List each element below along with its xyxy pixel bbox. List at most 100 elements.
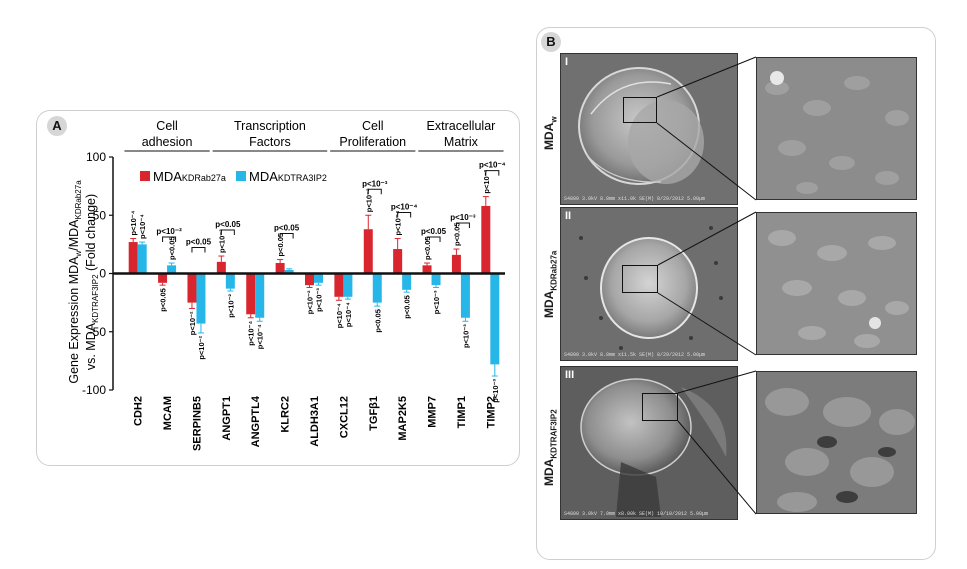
pvalue-label: p<10⁻⁴ (344, 302, 353, 327)
bracket-pvalue: p<10⁻² (156, 227, 182, 236)
significance-bracket (397, 212, 412, 218)
group-label-line1: Extracellular (427, 119, 496, 133)
bar-2-MMP7 (431, 273, 441, 286)
bar-1-TIMP2 (481, 205, 491, 274)
pvalue-label: p<0.05 (168, 236, 177, 260)
pvalue-label: p<0.05 (373, 309, 382, 333)
pvalue-label: p<10⁻² (197, 335, 206, 359)
sem-image-1: I S4800 3.0kV 8.8mm x11.0k SE(M) 8/29/20… (560, 53, 738, 205)
pvalue-label: p<10⁻² (188, 311, 197, 335)
y-tick-label: -50 (89, 325, 107, 339)
sem-zoom-texture-2 (757, 213, 916, 354)
row-label-3-sub: KDTRAF3IP2 (549, 409, 559, 459)
bar-2-MCAM (167, 265, 177, 274)
pvalue-label: p<10⁻² (482, 169, 491, 193)
pvalue-label: p<10⁻⁴ (256, 324, 265, 349)
pvalue-label: p<10⁻² (226, 293, 235, 317)
group-label-line1: Transcription (234, 119, 306, 133)
pvalue-label: p<10⁻³ (432, 290, 441, 314)
category-label: CXCL12 (338, 396, 350, 438)
bar-2-TIMP1 (460, 273, 470, 318)
sem-scale-3: S4800 3.0kV 7.9mm x8.00k SE(M) 10/10/201… (564, 511, 709, 517)
group-label-line2: Proliferation (339, 135, 406, 149)
category-label: KLRC2 (280, 396, 292, 433)
sem-zoom-1 (756, 57, 917, 200)
row-label-1-main: MDA (542, 122, 556, 150)
legend-swatch-series1 (140, 171, 150, 181)
bar-1-ANGPTL4 (246, 273, 256, 315)
bar-2-TGFβ1 (372, 273, 382, 303)
sem-texture-1 (578, 67, 704, 185)
row-label-2: MDAKDRab27a (542, 251, 558, 318)
bar-1-ANGPT1 (216, 261, 226, 274)
y-tick-label: 100 (86, 150, 106, 164)
bar-1-TGFβ1 (363, 229, 373, 274)
bar-1-SERPINB5 (187, 273, 197, 303)
sem-scale-2: S4800 3.0kV 8.8mm x11.5k SE(M) 8/29/2012… (564, 352, 706, 358)
panel-a-badge: A (47, 116, 67, 136)
bar-2-MAP2K5 (402, 273, 412, 290)
zoom-box-1 (623, 97, 657, 123)
sem-texture-3 (580, 378, 727, 517)
bar-2-CDH2 (137, 244, 147, 274)
sem-roman-2: II (565, 210, 572, 222)
bar-1-CXCL12 (334, 273, 344, 297)
bar-1-CDH2 (128, 242, 138, 274)
significance-bracket (455, 222, 470, 229)
y-tick-label: -100 (82, 383, 106, 397)
sem-zoom-3 (756, 371, 917, 514)
zoom-box-2 (622, 265, 658, 293)
bar-2-ANGPTL4 (255, 273, 265, 318)
bar-2-KLRC2 (284, 270, 294, 274)
category-label: SERPINB5 (191, 396, 203, 451)
bar-1-KLRC2 (275, 263, 285, 274)
bar-1-ALDH3A1 (305, 273, 314, 286)
sem-zoom-texture-1 (757, 58, 916, 199)
bracket-pvalue: p<10⁻³ (362, 179, 388, 188)
category-label: ANGPTL4 (250, 395, 262, 447)
sem-texture-2 (579, 226, 723, 350)
bracket-pvalue: p<0.05 (274, 224, 300, 233)
pvalue-label: p<0.05 (452, 222, 461, 246)
group-label-line1: Cell (156, 119, 178, 133)
row-label-3-main: MDA (542, 458, 556, 486)
sem-zoom-texture-3 (757, 372, 916, 513)
category-label: ANGPT1 (221, 396, 233, 441)
significance-bracket (191, 247, 206, 253)
sem-image-2: II S4800 3.0kV 8.8mm x11.5k SE(M) 8/29/2… (560, 207, 738, 361)
sem-image-3: III S4800 3.0kV 7.9mm x8.00k SE(M) 10/10… (560, 366, 738, 520)
significance-bracket (279, 233, 294, 239)
category-label: TIMP2 (485, 396, 497, 428)
row-label-2-main: MDA (542, 290, 556, 318)
pvalue-label: p<10⁻³ (491, 379, 500, 403)
category-label: TIMP1 (456, 396, 468, 428)
bracket-pvalue: p<0.05 (215, 220, 241, 229)
sem-zoom-2 (756, 212, 917, 355)
category-label: MAP2K5 (397, 396, 409, 441)
group-label-line1: Cell (362, 119, 384, 133)
bracket-pvalue: p<0.05 (421, 227, 447, 236)
y-tick-label: 0 (99, 267, 106, 281)
bar-1-MAP2K5 (393, 249, 403, 274)
legend-label-series1: MDAKDRab27a (153, 169, 226, 184)
pvalue-label: p<10⁻² (217, 229, 226, 253)
sem-roman-3: III (565, 369, 575, 381)
significance-bracket (367, 188, 382, 195)
pvalue-label: p<0.05 (403, 295, 412, 319)
bracket-pvalue: p<10⁻³ (450, 213, 476, 222)
sem-roman-1: I (565, 56, 569, 68)
pvalue-label: p<10⁻⁴ (394, 210, 403, 235)
bar-2-TIMP2 (490, 273, 500, 365)
pvalue-label: p<0.05 (276, 233, 285, 257)
pvalue-label: p<0.05 (423, 236, 432, 260)
pvalue-label: p<10⁻⁴ (247, 320, 256, 345)
panel-a: A (36, 110, 520, 466)
pvalue-label: p<0.05 (159, 288, 168, 312)
category-label: MCAM (162, 396, 174, 430)
bar-1-MMP7 (422, 265, 432, 274)
pvalue-label: p<10⁻³ (461, 324, 470, 348)
row-label-1: MDAw (542, 116, 558, 150)
category-label: CDH2 (133, 396, 145, 426)
